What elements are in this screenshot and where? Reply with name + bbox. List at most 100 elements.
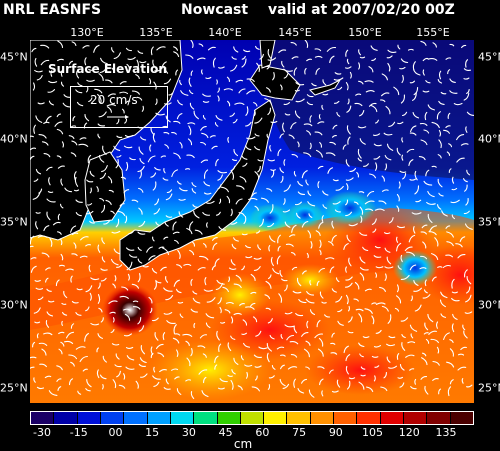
- current-vector: [254, 365, 262, 368]
- current-vector: [359, 272, 365, 281]
- latitude-label: 45°N: [0, 50, 28, 64]
- current-vector: [305, 366, 310, 370]
- current-vector: [306, 58, 312, 62]
- current-vector: [345, 199, 349, 206]
- current-vector: [46, 198, 56, 203]
- current-vector: [319, 239, 322, 249]
- current-vector: [381, 305, 389, 312]
- current-vector: [190, 70, 194, 76]
- current-vector: [334, 209, 341, 213]
- current-vector: [414, 378, 417, 385]
- longitude-label: 145°E: [278, 26, 312, 39]
- current-vector: [238, 88, 246, 94]
- current-vector: [357, 157, 363, 162]
- current-vector: [40, 44, 50, 49]
- current-vector: [64, 340, 74, 345]
- current-vector: [162, 177, 169, 181]
- current-vector: [57, 213, 61, 221]
- current-vector: [174, 376, 180, 380]
- current-vector: [297, 191, 306, 195]
- current-vector: [284, 311, 293, 315]
- current-vector: [360, 215, 363, 223]
- current-vector: [73, 242, 77, 249]
- current-vector: [132, 300, 139, 303]
- current-vector: [344, 66, 352, 69]
- current-vector: [43, 121, 50, 124]
- current-vector: [308, 389, 315, 398]
- current-vector: [421, 352, 427, 357]
- current-vector: [314, 333, 323, 339]
- current-vector: [397, 265, 402, 270]
- current-vector: [35, 221, 39, 230]
- current-vector: [65, 268, 74, 271]
- current-vector: [85, 244, 91, 247]
- current-vector: [97, 333, 103, 339]
- current-vector: [451, 214, 456, 220]
- current-vector: [418, 156, 426, 161]
- current-vector: [230, 221, 238, 225]
- current-vector: [131, 90, 140, 95]
- colorbar-tick-label: 135: [435, 426, 457, 439]
- current-vector: [113, 52, 121, 60]
- current-vector: [386, 55, 393, 59]
- current-vector: [436, 111, 441, 120]
- current-vector: [235, 198, 243, 205]
- current-vector: [45, 320, 50, 328]
- current-vector: [462, 324, 466, 331]
- current-vector: [345, 365, 349, 375]
- current-vector: [110, 210, 115, 215]
- current-vector: [353, 298, 359, 302]
- current-vector: [295, 82, 305, 86]
- current-vector: [308, 213, 313, 218]
- current-vector: [374, 162, 378, 171]
- current-vector: [71, 253, 78, 257]
- current-vector: [413, 287, 422, 292]
- colorbar-segment: [194, 412, 218, 424]
- current-vector: [431, 121, 440, 129]
- current-vector: [71, 300, 79, 304]
- current-vector: [355, 308, 364, 312]
- current-vector: [291, 266, 298, 271]
- current-vector: [58, 331, 65, 335]
- current-vector: [282, 122, 285, 133]
- current-vector: [427, 57, 438, 61]
- current-vector: [86, 379, 92, 388]
- current-vector: [231, 171, 235, 180]
- current-vector: [345, 266, 347, 273]
- current-vector: [396, 205, 400, 212]
- current-vector: [241, 233, 248, 236]
- current-vector: [97, 244, 101, 253]
- current-vector: [215, 282, 224, 291]
- current-vector: [400, 317, 409, 322]
- current-vector: [318, 114, 321, 120]
- current-vector: [301, 170, 308, 179]
- current-vector: [460, 346, 467, 351]
- sea-surface-elevation-map: [30, 40, 474, 403]
- current-vector: [116, 155, 122, 158]
- current-vector: [205, 322, 211, 329]
- current-vector: [241, 332, 248, 335]
- colorbar-segment: [427, 412, 451, 424]
- current-vector: [409, 368, 415, 371]
- current-vector: [40, 59, 50, 66]
- current-vector: [430, 338, 439, 344]
- current-vector: [30, 147, 37, 151]
- current-vector: [406, 148, 415, 153]
- longitude-label: 130°E: [70, 26, 104, 39]
- current-vector: [151, 267, 158, 274]
- current-vector: [280, 84, 283, 91]
- current-vector: [124, 333, 132, 337]
- current-vector: [445, 225, 451, 229]
- current-vector: [99, 374, 107, 380]
- current-vector: [254, 205, 259, 211]
- current-vector: [56, 113, 61, 118]
- current-vector: [328, 369, 334, 374]
- current-vector: [175, 288, 182, 294]
- current-vector: [189, 89, 194, 95]
- current-vector: [326, 46, 337, 52]
- current-vector: [101, 256, 106, 263]
- current-vector: [345, 276, 353, 281]
- current-vector: [193, 110, 199, 120]
- current-vector: [305, 340, 311, 346]
- current-vector: [76, 101, 84, 107]
